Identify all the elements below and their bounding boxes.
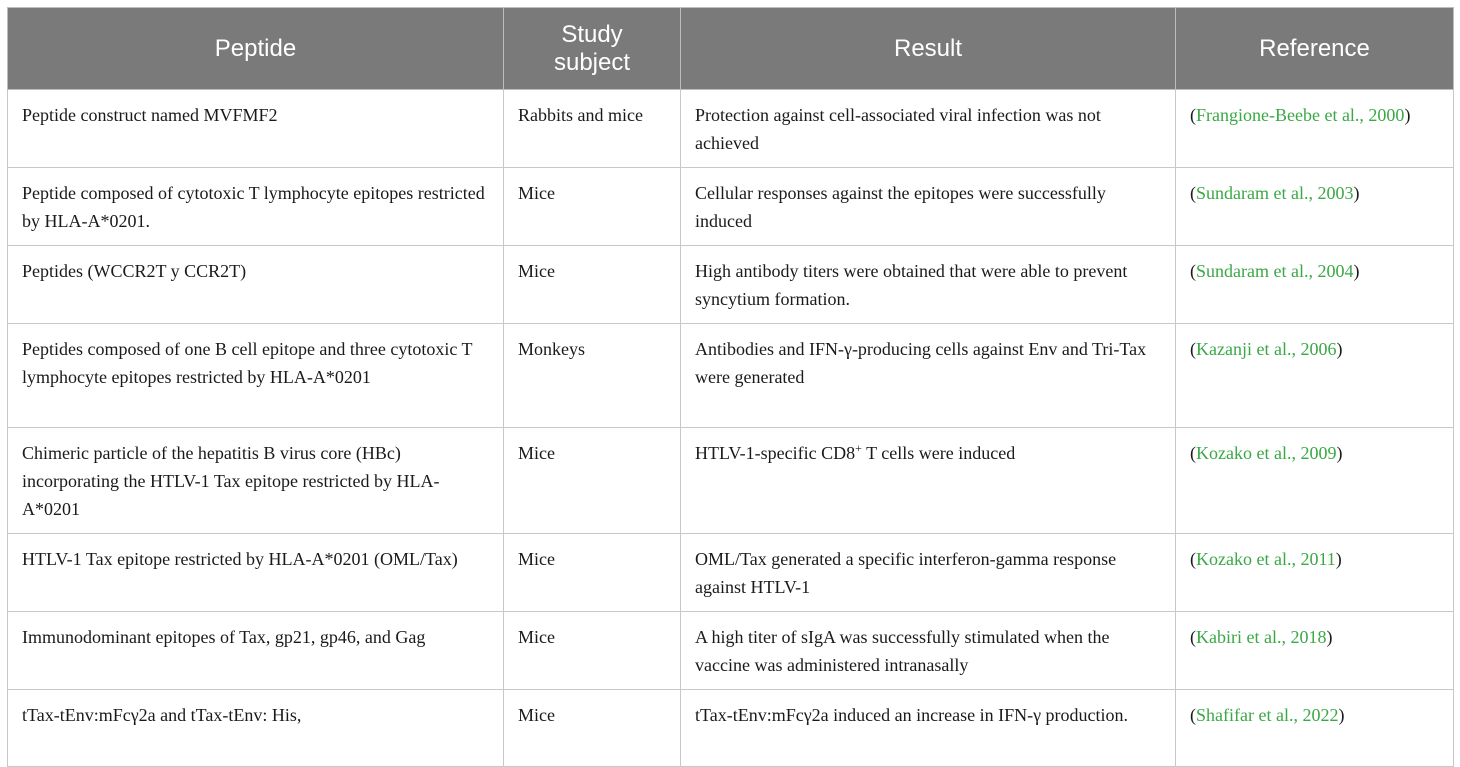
cell-subject: Rabbits and mice [503, 89, 681, 168]
cell-subject: Mice [503, 427, 681, 534]
cell-reference: (Kozako et al., 2009) [1175, 427, 1454, 534]
cell-peptide: Peptides composed of one B cell epitope … [7, 323, 504, 428]
cell-reference: (Sundaram et al., 2003) [1175, 167, 1454, 246]
cell-peptide: Immunodominant epitopes of Tax, gp21, gp… [7, 611, 504, 690]
cell-reference: (Shafifar et al., 2022) [1175, 689, 1454, 767]
result-text-pre: HTLV-1-specific CD8 [695, 443, 856, 463]
reference-link[interactable]: Kozako et al., 2009 [1196, 443, 1337, 463]
cell-result: tTax-tEnv:mFcγ2a induced an increase in … [680, 689, 1176, 767]
cell-peptide: HTLV-1 Tax epitope restricted by HLA-A*0… [7, 533, 504, 612]
cell-subject: Mice [503, 689, 681, 767]
cell-peptide: Peptides (WCCR2T y CCR2T) [7, 245, 504, 324]
header-row: Peptide Study subject Result Reference [7, 7, 1454, 90]
table-row: Peptide composed of cytotoxic T lymphocy… [7, 167, 1454, 246]
cell-reference: (Sundaram et al., 2004) [1175, 245, 1454, 324]
cell-result: Cellular responses against the epitopes … [680, 167, 1176, 246]
header-result: Result [680, 7, 1176, 90]
reference-link[interactable]: Shafifar et al., 2022 [1196, 705, 1339, 725]
cell-reference: (Kazanji et al., 2006) [1175, 323, 1454, 428]
result-superscript: + [855, 441, 862, 455]
cell-subject: Mice [503, 167, 681, 246]
cell-peptide: Peptide construct named MVFMF2 [7, 89, 504, 168]
reference-link[interactable]: Frangione-Beebe et al., 2000 [1196, 105, 1405, 125]
cell-subject: Mice [503, 245, 681, 324]
cell-result: Protection against cell-associated viral… [680, 89, 1176, 168]
table-row: Chimeric particle of the hepatitis B vir… [7, 427, 1454, 534]
cell-peptide: Peptide composed of cytotoxic T lymphocy… [7, 167, 504, 246]
header-peptide: Peptide [7, 7, 504, 90]
cell-result: Antibodies and IFN-γ-producing cells aga… [680, 323, 1176, 428]
header-study-subject: Study subject [503, 7, 681, 90]
table-header: Peptide Study subject Result Reference [7, 7, 1454, 90]
table-row: Peptide construct named MVFMF2 Rabbits a… [7, 89, 1454, 168]
peptide-study-table: Peptide Study subject Result Reference P… [7, 7, 1454, 767]
cell-subject: Mice [503, 533, 681, 612]
reference-link[interactable]: Kozako et al., 2011 [1196, 549, 1336, 569]
reference-link[interactable]: Kazanji et al., 2006 [1196, 339, 1337, 359]
cell-peptide: tTax-tEnv:mFcγ2a and tTax-tEnv: His, [7, 689, 504, 767]
cell-result: High antibody titers were obtained that … [680, 245, 1176, 324]
cell-result: OML/Tax generated a specific interferon-… [680, 533, 1176, 612]
cell-reference: (Kozako et al., 2011) [1175, 533, 1454, 612]
table-row: tTax-tEnv:mFcγ2a and tTax-tEnv: His, Mic… [7, 689, 1454, 767]
cell-reference: (Frangione-Beebe et al., 2000) [1175, 89, 1454, 168]
cell-peptide: Chimeric particle of the hepatitis B vir… [7, 427, 504, 534]
table-row: Immunodominant epitopes of Tax, gp21, gp… [7, 611, 1454, 690]
reference-link[interactable]: Sundaram et al., 2003 [1196, 183, 1354, 203]
cell-result: HTLV-1-specific CD8+ T cells were induce… [680, 427, 1176, 534]
table-row: HTLV-1 Tax epitope restricted by HLA-A*0… [7, 533, 1454, 612]
cell-subject: Monkeys [503, 323, 681, 428]
header-study-subject-text: Study subject [553, 20, 631, 76]
table-row: Peptides (WCCR2T y CCR2T) Mice High anti… [7, 245, 1454, 324]
table-body: Peptide construct named MVFMF2 Rabbits a… [7, 89, 1454, 767]
cell-result: A high titer of sIgA was successfully st… [680, 611, 1176, 690]
header-reference: Reference [1175, 7, 1454, 90]
cell-subject: Mice [503, 611, 681, 690]
cell-reference: (Kabiri et al., 2018) [1175, 611, 1454, 690]
reference-link[interactable]: Sundaram et al., 2004 [1196, 261, 1354, 281]
table-row: Peptides composed of one B cell epitope … [7, 323, 1454, 428]
result-text-post: T cells were induced [861, 443, 1016, 463]
reference-link[interactable]: Kabiri et al., 2018 [1196, 627, 1327, 647]
